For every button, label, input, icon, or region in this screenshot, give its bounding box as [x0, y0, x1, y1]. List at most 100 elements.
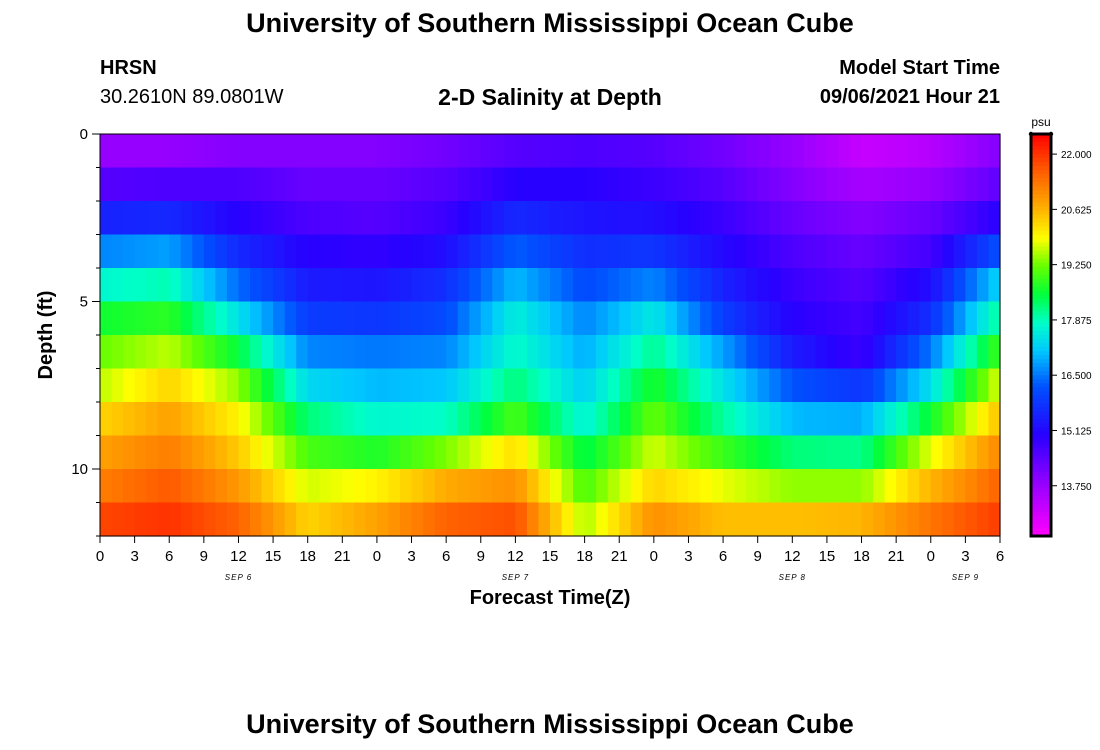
heatmap-cell	[319, 402, 332, 437]
heatmap-cell	[319, 201, 332, 236]
heatmap-cell	[573, 402, 586, 437]
heatmap-cell	[757, 502, 770, 537]
heatmap-cell	[400, 167, 413, 202]
heatmap-cell	[457, 201, 470, 236]
heatmap-cell	[734, 167, 747, 202]
colorbar-tick-label: 17.875	[1061, 316, 1092, 327]
heatmap-cell	[676, 234, 690, 269]
heatmap-cell	[503, 201, 516, 236]
heatmap-cell	[550, 268, 563, 303]
colorbar-segment	[1031, 174, 1051, 179]
heatmap-cell	[573, 335, 586, 370]
colorbar-segment	[1031, 190, 1051, 195]
heatmap-cell	[238, 402, 251, 437]
heatmap-cell	[907, 469, 920, 504]
heatmap-cell	[226, 402, 240, 437]
heatmap-cell	[180, 469, 193, 504]
heatmap-cell	[192, 335, 205, 370]
heatmap-cell	[550, 368, 563, 403]
colorbar-segment	[1031, 270, 1051, 276]
colorbar-segment	[1031, 202, 1051, 207]
heatmap-cell	[446, 268, 459, 303]
y-tick-label: 0	[80, 126, 88, 143]
heatmap-cell	[826, 234, 840, 269]
heatmap-cell	[330, 402, 343, 437]
heatmap-cell	[780, 502, 793, 537]
heatmap-cell	[111, 402, 124, 437]
heatmap-cell	[596, 167, 609, 202]
heatmap-cell	[330, 502, 343, 537]
heatmap-cell	[411, 234, 424, 269]
heatmap-cell	[192, 502, 205, 537]
heatmap-cell	[226, 201, 240, 236]
heatmap-cell	[319, 301, 332, 336]
heatmap-cell	[642, 469, 655, 504]
heatmap-cell	[250, 335, 263, 370]
heatmap-cell	[700, 268, 713, 303]
heatmap-cell	[769, 469, 782, 504]
heatmap-cell	[619, 368, 632, 403]
station-coordinates: 30.2610N 89.0801W	[100, 86, 284, 108]
heatmap-cell	[676, 435, 690, 470]
heatmap-cell	[261, 301, 274, 336]
heatmap-cell	[469, 402, 482, 437]
heatmap-cell	[296, 335, 309, 370]
heatmap-cell	[723, 435, 736, 470]
heatmap-cell	[146, 435, 159, 470]
heatmap-cell	[192, 268, 205, 303]
heatmap-cell	[353, 469, 366, 504]
heatmap-cell	[907, 335, 920, 370]
heatmap-cell	[238, 167, 251, 202]
chart-title-bottom: University of Southern Mississippi Ocean…	[246, 709, 854, 739]
heatmap-cell	[896, 167, 909, 202]
heatmap-cell	[411, 335, 424, 370]
heatmap-cell	[700, 368, 713, 403]
heatmap-cell	[238, 201, 251, 236]
heatmap-cell	[250, 402, 263, 437]
heatmap-cell	[457, 167, 470, 202]
heatmap-cell	[388, 234, 401, 269]
colorbar-segment	[1031, 419, 1051, 425]
heatmap-cell	[250, 469, 263, 504]
heatmap-cell	[146, 201, 159, 236]
heatmap-cell	[180, 368, 193, 403]
heatmap-cell	[330, 469, 343, 504]
heatmap-cell	[850, 502, 863, 537]
heatmap-cell	[503, 268, 516, 303]
heatmap-cell	[388, 201, 401, 236]
colorbar-segment	[1031, 355, 1051, 360]
heatmap-cell	[446, 134, 459, 169]
heatmap-cell	[896, 134, 909, 169]
heatmap-cell	[838, 201, 851, 236]
heatmap-cell	[123, 402, 136, 437]
colorbar-segment	[1031, 146, 1051, 151]
heatmap-cell	[123, 268, 136, 303]
heatmap-cell	[573, 502, 586, 537]
heatmap-cell	[123, 502, 136, 537]
heatmap-cell	[642, 134, 655, 169]
heatmap-cell	[111, 134, 124, 169]
heatmap-cell	[873, 402, 886, 437]
heatmap-cell	[942, 368, 955, 403]
heatmap-cell	[988, 502, 1001, 537]
heatmap-cell	[584, 368, 597, 403]
heatmap-cell	[896, 201, 909, 236]
heatmap-cell	[769, 402, 782, 437]
heatmap-cell	[550, 402, 563, 437]
heatmap-cell	[746, 301, 759, 336]
heatmap-cell	[538, 201, 551, 236]
heatmap-cell	[469, 368, 482, 403]
heatmap-cell	[919, 234, 932, 269]
heatmap-cell	[815, 335, 828, 370]
heatmap-cell	[653, 234, 666, 269]
heatmap-cell	[492, 469, 505, 504]
heatmap-cell	[169, 469, 182, 504]
heatmap-cell	[330, 435, 343, 470]
heatmap-cell	[550, 167, 563, 202]
heatmap-cell	[261, 469, 274, 504]
colorbar-segment	[1031, 363, 1051, 368]
heatmap-cell	[930, 469, 943, 504]
heatmap-cell	[873, 469, 886, 504]
heatmap-cell	[942, 502, 955, 537]
heatmap-cell	[757, 368, 770, 403]
